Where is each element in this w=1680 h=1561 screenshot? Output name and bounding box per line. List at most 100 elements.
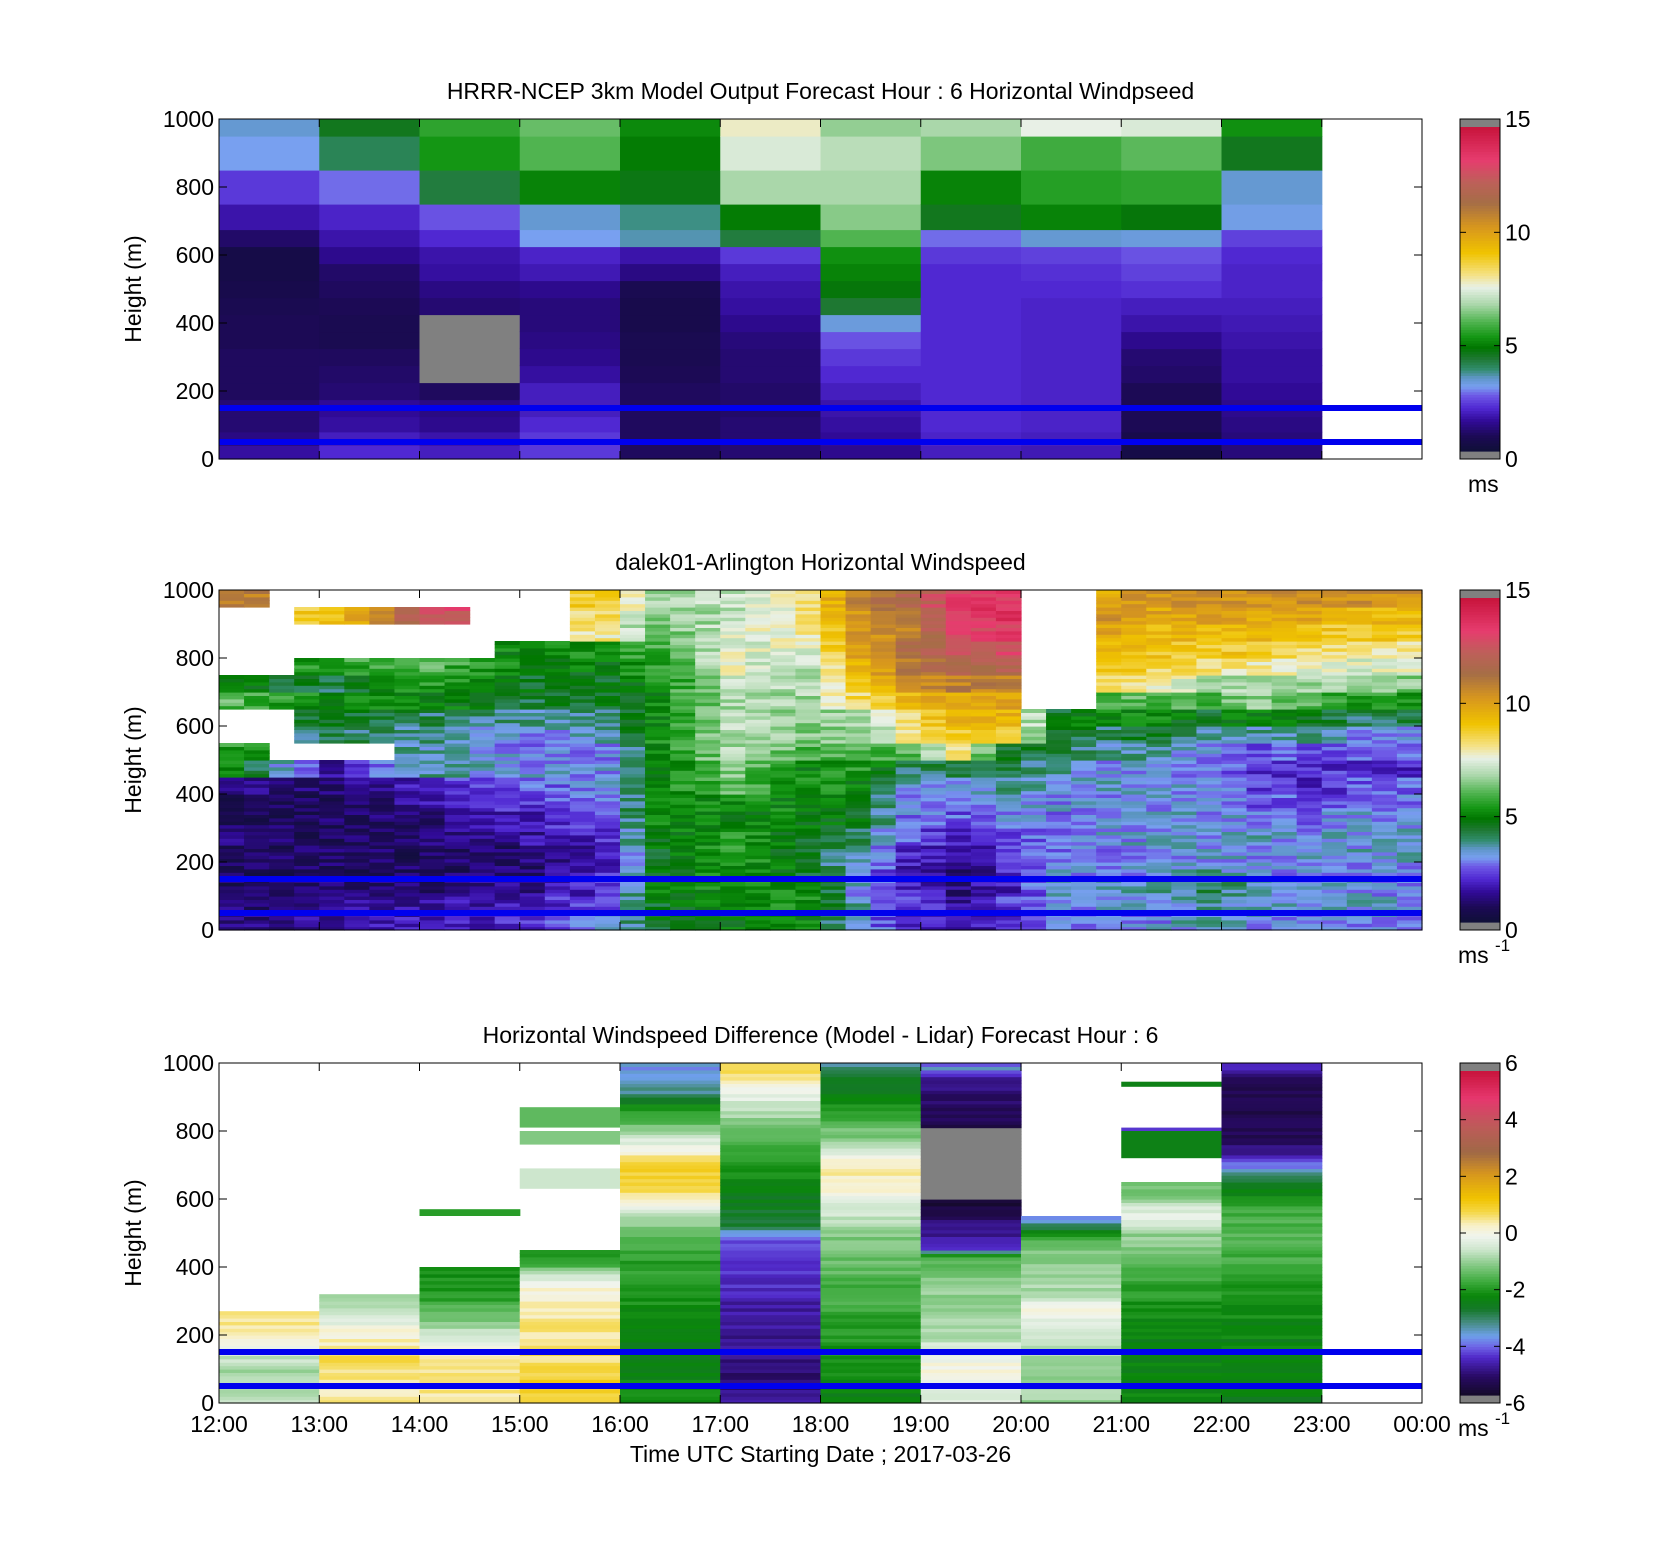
heatmap-cell bbox=[394, 685, 421, 690]
colorbar-segment bbox=[1460, 329, 1500, 333]
heatmap-cell bbox=[419, 814, 446, 819]
heatmap-cell bbox=[1396, 892, 1423, 897]
heatmap-cell bbox=[795, 885, 822, 890]
heatmap-cell bbox=[1221, 610, 1248, 615]
heatmap-cell bbox=[1221, 664, 1248, 669]
heatmap-cell bbox=[745, 902, 771, 907]
heatmap-cell bbox=[720, 800, 746, 805]
heatmap-cell bbox=[1396, 654, 1423, 659]
heatmap-cell bbox=[1046, 794, 1072, 798]
heatmap-cell bbox=[1396, 896, 1423, 900]
heatmap-cell bbox=[620, 613, 646, 618]
heatmap-cell bbox=[544, 705, 571, 710]
heatmap-cell bbox=[1121, 348, 1223, 367]
heatmap-cell bbox=[1096, 848, 1122, 853]
heatmap-cell bbox=[920, 858, 947, 863]
heatmap-cell bbox=[419, 885, 446, 890]
heatmap-cell bbox=[795, 756, 822, 761]
heatmap-cell bbox=[319, 620, 345, 625]
heatmap-cell bbox=[645, 916, 671, 921]
heatmap-cell bbox=[1096, 658, 1122, 662]
heatmap-cell bbox=[1146, 671, 1172, 676]
heatmap-cell bbox=[745, 658, 771, 662]
colorbar-segment bbox=[1460, 795, 1500, 799]
heatmap-cell bbox=[294, 780, 320, 785]
heatmap-cell bbox=[870, 613, 897, 618]
heatmap-cell bbox=[820, 382, 922, 401]
heatmap-cell bbox=[594, 726, 621, 730]
colorbar-segment bbox=[1460, 351, 1500, 355]
heatmap-cell bbox=[1221, 715, 1248, 720]
colorbar-segment bbox=[1460, 841, 1500, 845]
heatmap-cell bbox=[1046, 821, 1072, 826]
heatmap-cell bbox=[645, 668, 671, 673]
heatmap-cell bbox=[645, 712, 671, 717]
heatmap-cell bbox=[494, 739, 521, 744]
heatmap-cell bbox=[1046, 756, 1072, 761]
heatmap-cell bbox=[770, 685, 797, 690]
heatmap-cell bbox=[1096, 804, 1122, 809]
heatmap-cell bbox=[945, 817, 972, 822]
heatmap-cell bbox=[394, 617, 421, 622]
heatmap-cell bbox=[444, 919, 471, 924]
heatmap-cell bbox=[1196, 896, 1223, 900]
heatmap-cell bbox=[1371, 593, 1398, 598]
heatmap-cell bbox=[1046, 777, 1072, 781]
heatmap-cell bbox=[1396, 596, 1423, 601]
heatmap-cell bbox=[1096, 739, 1122, 744]
heatmap-cell bbox=[219, 1355, 320, 1360]
heatmap-cell bbox=[1096, 756, 1122, 761]
heatmap-cell bbox=[895, 817, 922, 822]
heatmap-cell bbox=[1321, 783, 1348, 788]
heatmap-cell bbox=[1321, 766, 1348, 771]
heatmap-cell bbox=[1021, 780, 1047, 785]
heatmap-cell bbox=[469, 678, 496, 683]
heatmap-cell bbox=[494, 858, 521, 863]
colorbar-segment bbox=[1460, 248, 1500, 252]
heatmap-cell bbox=[594, 834, 621, 839]
heatmap-cell bbox=[1146, 885, 1172, 890]
heatmap-cell bbox=[695, 766, 721, 771]
heatmap-cell bbox=[219, 749, 245, 754]
heatmap-cell bbox=[369, 885, 396, 890]
heatmap-cell bbox=[219, 763, 245, 768]
heatmap-cell bbox=[1021, 263, 1122, 282]
heatmap-cell bbox=[1371, 753, 1398, 758]
heatmap-cell bbox=[294, 834, 320, 839]
heatmap-cell bbox=[419, 845, 446, 849]
heatmap-cell bbox=[1221, 170, 1323, 205]
heatmap-cell bbox=[870, 722, 897, 727]
heatmap-cell bbox=[1221, 644, 1248, 649]
heatmap-cell bbox=[895, 637, 922, 642]
heatmap-cell bbox=[1396, 800, 1423, 805]
heatmap-cell bbox=[569, 698, 596, 703]
heatmap-cell bbox=[1271, 824, 1298, 829]
heatmap-cell bbox=[1371, 732, 1398, 737]
heatmap-cell bbox=[369, 848, 396, 853]
colorbar-segment bbox=[1460, 776, 1500, 780]
heatmap-cell bbox=[519, 794, 546, 798]
heatmap-cell bbox=[1296, 821, 1323, 826]
heatmap-cell bbox=[519, 780, 546, 785]
heatmap-cell bbox=[845, 743, 872, 747]
heatmap-cell bbox=[1121, 590, 1147, 594]
heatmap-cell bbox=[1296, 838, 1323, 843]
heatmap-cell bbox=[1121, 892, 1147, 897]
heatmap-cell bbox=[970, 899, 997, 904]
heatmap-cell bbox=[1396, 753, 1423, 758]
heatmap-cell bbox=[1171, 749, 1198, 754]
heatmap-cell bbox=[544, 790, 571, 795]
heatmap-cell bbox=[1146, 868, 1172, 873]
heatmap-cell bbox=[920, 613, 947, 618]
heatmap-cell bbox=[519, 229, 621, 248]
heatmap-cell bbox=[1396, 902, 1423, 907]
heatmap-cell bbox=[1171, 858, 1198, 863]
heatmap-cell bbox=[244, 882, 270, 887]
heatmap-cell bbox=[870, 753, 897, 758]
heatmap-cell bbox=[895, 749, 922, 754]
heatmap-cell bbox=[1246, 838, 1273, 843]
heatmap-cell bbox=[344, 824, 370, 829]
heatmap-cell bbox=[695, 654, 721, 659]
heatmap-cell bbox=[369, 919, 396, 924]
heatmap-cell bbox=[594, 756, 621, 761]
